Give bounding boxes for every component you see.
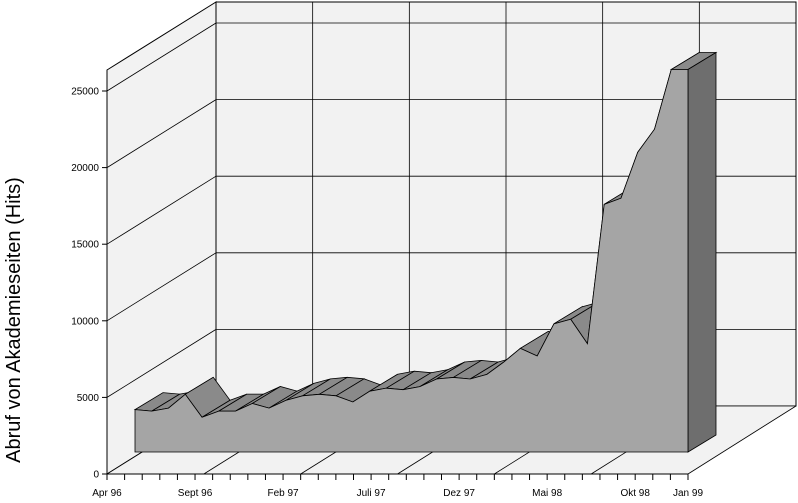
x-tick-label: Sept 96 [178,488,213,499]
y-tick-label: 15000 [71,240,99,251]
y-tick-label: 10000 [71,316,99,327]
x-tick-label: Juli 97 [357,488,386,499]
y-tick-label: 25000 [71,87,99,98]
y-tick-label: 0 [93,470,99,481]
series-area [133,51,718,453]
floor-right-edge [687,405,797,475]
area-front-face [134,69,689,453]
x-tick-label: Mai 98 [532,488,562,499]
y-tick-label: 20000 [71,163,99,174]
y-tick-label: 5000 [77,393,100,404]
gridline-y-left [106,252,217,322]
gridline-y-left [106,99,217,168]
x-tick-label: Okt 98 [620,488,650,499]
y-axis-title: Abruf von Akademieseiten (Hits) [3,177,25,463]
gridline-y-left [106,175,217,245]
x-tick-label: Dez 97 [443,488,475,499]
gridline-y-left [106,22,217,92]
x-tick-label: Jan 99 [673,488,703,499]
x-tick-label: Apr 96 [92,488,122,499]
x-tick-label: Feb 97 [267,488,299,499]
gridline-y-left [106,329,217,398]
chart-axes: 0 5000 10000 15000 20000 25000 Apr 96 Sept 96 Fe… [71,70,703,499]
area-end-face [687,51,717,453]
